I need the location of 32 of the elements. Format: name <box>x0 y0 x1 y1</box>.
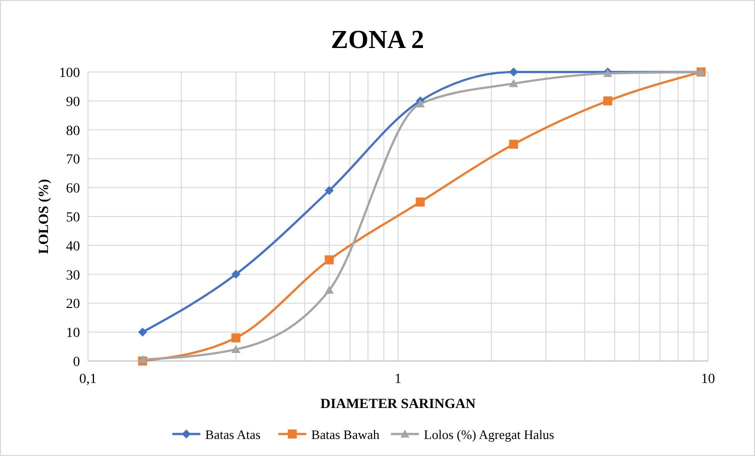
point <box>324 186 334 195</box>
y-tick-label: 20 <box>66 297 80 312</box>
y-axis-title: LOLOS (%) <box>37 178 52 254</box>
point <box>231 333 240 342</box>
point <box>509 79 518 88</box>
point <box>416 99 425 108</box>
legend-label: Batas Bawah <box>311 427 380 442</box>
x-axis-title: DIAMETER SARINGAN <box>320 397 476 412</box>
point <box>509 140 518 149</box>
y-tick-label: 70 <box>66 152 80 168</box>
y-tick-label: 0 <box>73 355 80 370</box>
point <box>138 328 148 337</box>
y-tick-label: 60 <box>66 182 80 197</box>
point <box>231 344 240 354</box>
y-tick-label: 30 <box>66 268 80 284</box>
y-tick-label: 100 <box>59 66 80 81</box>
point <box>416 198 425 207</box>
legend-label: Lolos (%) Agregat Halus <box>424 427 554 442</box>
x-tick-label: 0,1 <box>79 372 97 387</box>
point <box>231 270 240 279</box>
x-tick-label: 10 <box>701 372 715 387</box>
point <box>324 286 334 294</box>
point <box>603 96 612 106</box>
y-tick-label: 50 <box>66 210 80 226</box>
y-tick-label: 10 <box>66 326 80 342</box>
y-tick-label: 80 <box>66 124 80 139</box>
legend-label: Batas Atas <box>205 427 261 442</box>
chart-title: ZONA 2 <box>330 25 424 54</box>
y-tick-label: 90 <box>66 94 80 110</box>
point <box>324 255 334 264</box>
y-tick-label: 40 <box>66 239 80 254</box>
x-tick-label: 1 <box>394 372 402 387</box>
